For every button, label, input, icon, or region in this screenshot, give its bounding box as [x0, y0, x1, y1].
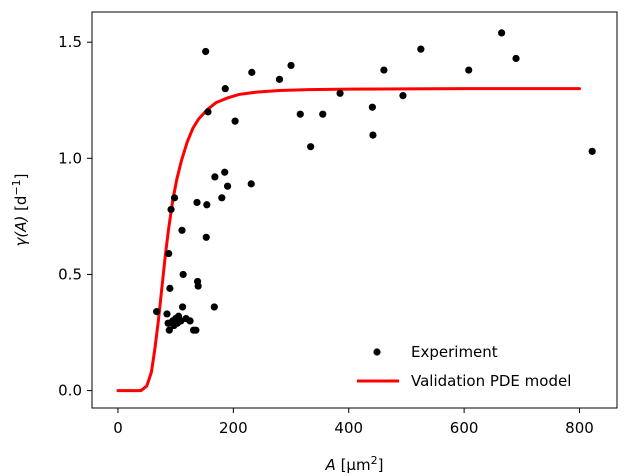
data-point: [231, 117, 239, 125]
data-point: [319, 110, 327, 118]
legend-label-model: Validation PDE model: [411, 372, 571, 390]
data-point: [170, 194, 179, 202]
y-axis-label-unit: [d: [12, 196, 30, 216]
x-axis-label: A [μm2]: [325, 454, 384, 474]
data-point: [165, 326, 173, 334]
data-point: [194, 282, 202, 290]
data-point: [307, 143, 315, 151]
data-point: [399, 92, 407, 100]
legend-marker-experiment: [373, 348, 381, 356]
x-tick-label: 400: [334, 419, 363, 437]
data-point: [163, 310, 171, 318]
data-point: [165, 249, 173, 258]
data-point: [202, 233, 210, 241]
data-point: [178, 303, 187, 311]
data-point: [417, 45, 425, 53]
data-point: [210, 303, 218, 311]
legend-label-experiment: Experiment: [411, 343, 498, 361]
data-point: [192, 326, 200, 334]
data-point: [465, 66, 473, 74]
data-point: [588, 147, 596, 155]
data-point: [336, 89, 344, 97]
data-point: [218, 194, 226, 202]
data-point: [498, 29, 506, 37]
y-axis-label-exp: −1: [10, 179, 23, 195]
x-axis-label-var: A: [325, 456, 336, 474]
x-axis-label-exp: 2: [371, 454, 378, 467]
data-point: [223, 182, 232, 190]
legend: Experiment Validation PDE model: [357, 343, 571, 390]
data-point: [178, 226, 186, 234]
data-point: [287, 61, 295, 70]
data-point: [167, 205, 175, 214]
axes-frame: [91, 11, 618, 409]
x-tick-label: 800: [565, 419, 594, 437]
data-point: [512, 54, 520, 63]
y-axis-label-close: ]: [12, 173, 30, 179]
model-line: [116, 87, 581, 393]
plot-area: [116, 29, 596, 393]
data-point: [380, 66, 388, 74]
x-tick-label: 0: [113, 419, 123, 437]
y-axis-label: γ(A) [d−1]: [10, 173, 30, 246]
data-point: [221, 85, 229, 93]
data-point: [368, 103, 376, 111]
data-point: [275, 75, 284, 83]
data-point: [153, 308, 161, 316]
y-axis-label-var: γ(A): [12, 216, 30, 247]
data-point: [221, 168, 229, 176]
data-point: [179, 270, 187, 279]
data-point: [248, 68, 256, 76]
y-tick-label: 0.5: [58, 265, 82, 283]
x-axis-label-unit: [μm: [336, 456, 371, 474]
x-tick-label: 200: [219, 419, 248, 437]
data-point: [369, 131, 377, 139]
y-tick-label: 1.0: [58, 149, 82, 167]
data-point: [166, 284, 174, 292]
data-point: [296, 110, 304, 118]
data-point: [211, 173, 219, 181]
y-tick-label: 0.0: [58, 382, 82, 400]
data-point: [186, 317, 194, 325]
data-point: [193, 198, 201, 207]
x-axis-label-close: ]: [378, 456, 384, 474]
x-tick-label: 600: [450, 419, 479, 437]
data-point: [203, 201, 211, 209]
data-point: [204, 108, 212, 116]
data-point: [247, 180, 255, 188]
y-tick-label: 1.5: [58, 33, 82, 51]
data-point: [202, 47, 210, 56]
